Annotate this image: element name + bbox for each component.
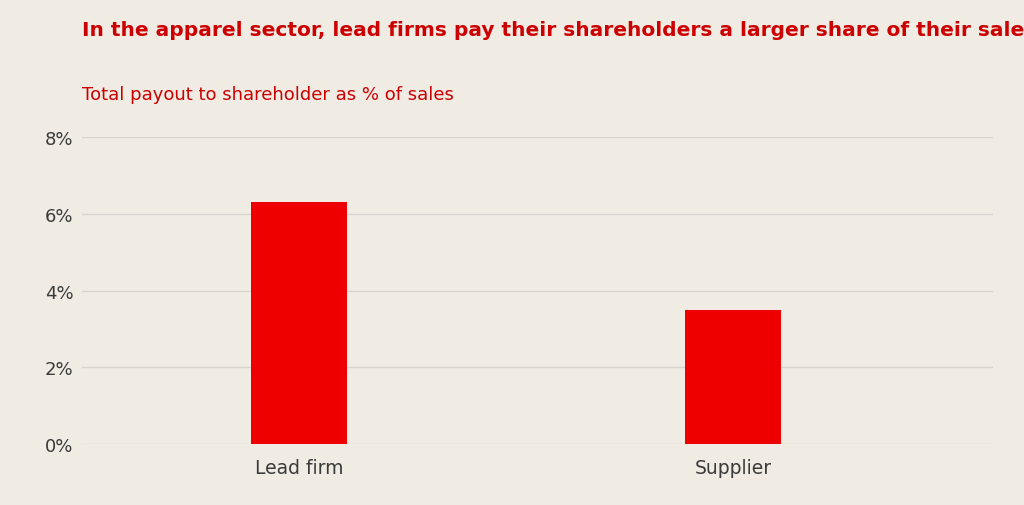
Bar (251, 203, 347, 444)
Text: Total payout to shareholder as % of sales: Total payout to shareholder as % of sale… (82, 86, 454, 104)
Text: In the apparel sector, lead firms pay their shareholders a larger share of their: In the apparel sector, lead firms pay th… (82, 21, 1024, 40)
Bar (685, 310, 780, 444)
